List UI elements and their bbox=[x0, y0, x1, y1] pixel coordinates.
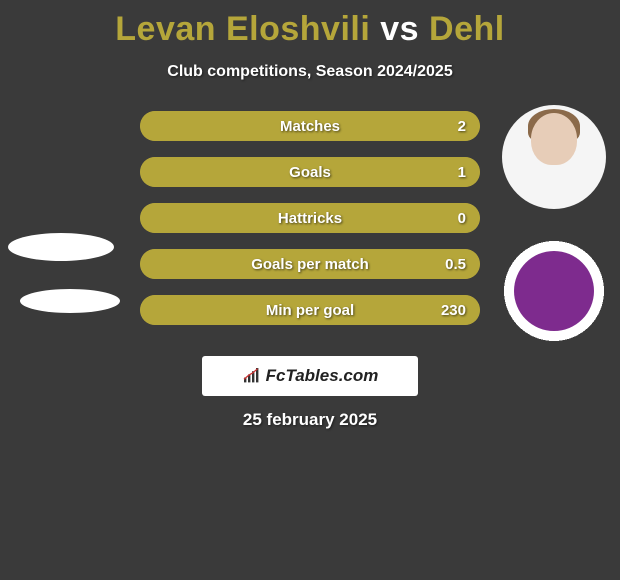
subtitle: Club competitions, Season 2024/2025 bbox=[0, 63, 620, 81]
stat-bars: Matches 2 Goals 1 Hattricks 0 Goals per match 0… bbox=[140, 111, 480, 341]
stat-right-value: 0.5 bbox=[445, 256, 466, 273]
stat-bar-row: Hattricks 0 bbox=[140, 203, 480, 233]
stat-label: Hattricks bbox=[278, 210, 342, 227]
stat-bar-row: Matches 2 bbox=[140, 111, 480, 141]
player2-club-badge: SK AUSTRIA KLAGENFURT bbox=[502, 239, 606, 343]
stat-bar-row: Min per goal 230 bbox=[140, 295, 480, 325]
page-title: Levan Eloshvili vs Dehl bbox=[0, 0, 620, 49]
branding-text: FcTables.com bbox=[266, 366, 379, 386]
stat-label: Matches bbox=[280, 118, 340, 135]
stat-right-value: 0 bbox=[458, 210, 466, 227]
player2-club-name: SK AUSTRIA KLAGENFURT bbox=[526, 282, 581, 300]
stat-bar-row: Goals 1 bbox=[140, 157, 480, 187]
player1-avatar-placeholder bbox=[8, 233, 114, 261]
stat-label: Goals per match bbox=[251, 256, 369, 273]
player1-name: Levan Eloshvili bbox=[115, 10, 370, 48]
vs-text: vs bbox=[380, 10, 419, 48]
branding-box: FcTables.com bbox=[202, 356, 418, 396]
stat-label: Goals bbox=[289, 164, 331, 181]
stat-bar-row: Goals per match 0.5 bbox=[140, 249, 480, 279]
stat-right-value: 230 bbox=[441, 302, 466, 319]
player2-avatar bbox=[502, 105, 606, 209]
stat-label: Min per goal bbox=[266, 302, 354, 319]
stat-right-value: 1 bbox=[458, 164, 466, 181]
player1-club-placeholder bbox=[20, 289, 120, 313]
stat-right-value: 2 bbox=[458, 118, 466, 135]
player2-name: Dehl bbox=[429, 10, 505, 48]
date-text: 25 february 2025 bbox=[243, 410, 377, 430]
chart-icon bbox=[242, 368, 262, 384]
